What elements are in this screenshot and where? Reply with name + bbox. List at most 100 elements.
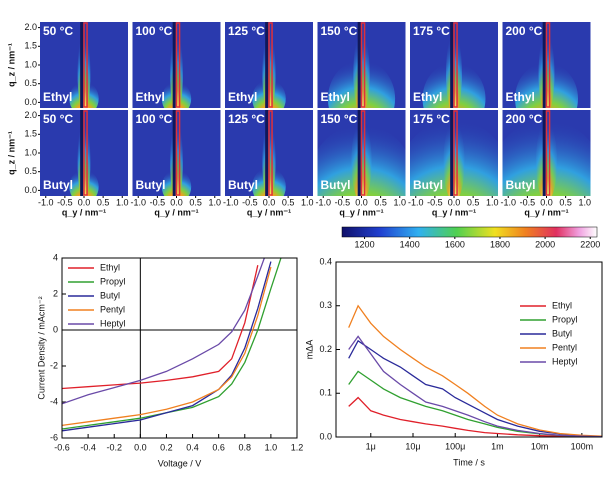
colorbar-tick-label: 1600	[445, 239, 465, 249]
series-line	[348, 396, 602, 437]
y-tick-label: 1.5	[24, 41, 37, 51]
x-tick-label: 0.0	[170, 197, 183, 207]
x-tick-label: 1.2	[291, 442, 304, 452]
series-line	[348, 370, 602, 437]
y-tick-label: 1.0	[24, 59, 37, 69]
x-tick-label: 0.5	[559, 197, 572, 207]
panel-material: Butyl	[136, 178, 166, 192]
giwaxs-panel	[225, 22, 313, 108]
x-axis-label: q_y / nm⁻¹	[524, 207, 568, 217]
panel-temperature: 175 °C	[413, 112, 450, 126]
beam-marker	[453, 110, 458, 196]
y-tick-label: 0.1	[319, 388, 332, 398]
beam-marker	[453, 22, 458, 108]
x-tick-label: -0.5	[335, 197, 351, 207]
y-tick-label: 1.5	[24, 129, 37, 139]
x-tick-label: -1.0	[38, 197, 54, 207]
beam-marker	[360, 22, 366, 108]
x-axis-label: q_y / nm⁻¹	[154, 207, 198, 217]
y-tick-label: 0.5	[24, 78, 37, 88]
beamstop	[542, 22, 546, 108]
panel-temperature: 50 °C	[43, 112, 73, 126]
panel-temperature: 150 °C	[321, 112, 358, 126]
panel-material: Ethyl	[413, 90, 442, 104]
legend-label: Heptyl	[100, 318, 126, 328]
panel-temperature: 100 °C	[136, 24, 173, 38]
beam-marker	[268, 110, 273, 196]
panel-temperature: 125 °C	[228, 112, 265, 126]
x-tick-label: 10m	[531, 441, 549, 451]
y-tick-label: 2.0	[24, 110, 37, 120]
x-tick-label: -1.0	[408, 197, 424, 207]
y-tick-label: 0.0	[319, 431, 332, 441]
x-tick-label: 0.4	[186, 442, 199, 452]
colorbar-tick-label: 1400	[400, 239, 420, 249]
beam-marker	[83, 110, 88, 196]
giwaxs-panel	[410, 110, 498, 196]
giwaxs-panel	[502, 110, 591, 196]
x-tick-label: 1.0	[579, 197, 592, 207]
x-tick-label: 100m	[571, 441, 594, 451]
y-tick-label: 0.5	[24, 166, 37, 176]
panel-material: Ethyl	[43, 90, 72, 104]
x-axis-label: Time / s	[453, 457, 485, 467]
giwaxs-panel	[317, 22, 406, 108]
x-axis-label: q_y / nm⁻¹	[247, 207, 291, 217]
giwaxs-panel	[502, 22, 591, 108]
beamstop	[450, 22, 454, 108]
x-tick-label: -0.5	[242, 197, 258, 207]
panel-material: Butyl	[413, 178, 443, 192]
panel-temperature: 200 °C	[506, 24, 543, 38]
x-tick-label: 1.0	[209, 197, 222, 207]
x-tick-label: -0.6	[54, 442, 70, 452]
legend-label: Butyl	[100, 290, 120, 300]
x-tick-label: 0.0	[263, 197, 276, 207]
plot-lines	[62, 258, 282, 432]
giwaxs-panel	[132, 110, 221, 196]
x-tick-label: 0.0	[540, 197, 553, 207]
beam-marker	[83, 22, 88, 108]
legend-label: Pentyl	[100, 304, 125, 314]
colorbar-tick-label: 1200	[355, 239, 375, 249]
panel-material: Ethyl	[321, 90, 350, 104]
beam-marker	[360, 110, 366, 196]
y-tick-label: -6	[50, 432, 58, 442]
panel-material: Ethyl	[136, 90, 165, 104]
x-tick-label: 0.8	[239, 442, 252, 452]
x-tick-label: 0.0	[134, 442, 147, 452]
panel-temperature: 200 °C	[506, 112, 543, 126]
beamstop	[450, 110, 454, 196]
y-tick-label: 0.4	[319, 256, 332, 266]
series-line	[62, 258, 266, 405]
x-tick-label: -1.0	[223, 197, 239, 207]
beam-marker	[545, 22, 551, 108]
panel-temperature: 175 °C	[413, 24, 450, 38]
y-axis-label: mΔA	[304, 340, 314, 360]
series-line	[62, 265, 259, 390]
plot-frame	[61, 257, 298, 439]
x-tick-label: 0.0	[448, 197, 461, 207]
y-tick-label: 0.3	[319, 300, 332, 310]
panel-material: Butyl	[228, 178, 258, 192]
x-tick-label: 0.0	[355, 197, 368, 207]
panel-material: Butyl	[43, 178, 73, 192]
x-tick-label: 0.6	[212, 442, 225, 452]
x-tick-label: -0.5	[427, 197, 443, 207]
giwaxs-panel	[317, 110, 406, 196]
beamstop	[357, 22, 361, 108]
y-tick-label: 0.2	[319, 344, 332, 354]
x-tick-label: 1.0	[116, 197, 129, 207]
series-line	[348, 339, 602, 437]
y-tick-label: -4	[50, 396, 58, 406]
x-axis-label: q_y / nm⁻¹	[432, 207, 476, 217]
x-tick-label: 1.0	[265, 442, 278, 452]
y-tick-label: -2	[50, 360, 58, 370]
panel-temperature: 50 °C	[43, 24, 73, 38]
beamstop	[80, 22, 84, 108]
x-tick-label: 0.5	[282, 197, 295, 207]
x-tick-label: -1.0	[315, 197, 331, 207]
x-tick-label: 100μ	[445, 441, 465, 451]
x-tick-label: -0.4	[80, 442, 96, 452]
panel-temperature: 100 °C	[136, 112, 173, 126]
panel-temperature: 125 °C	[228, 24, 265, 38]
